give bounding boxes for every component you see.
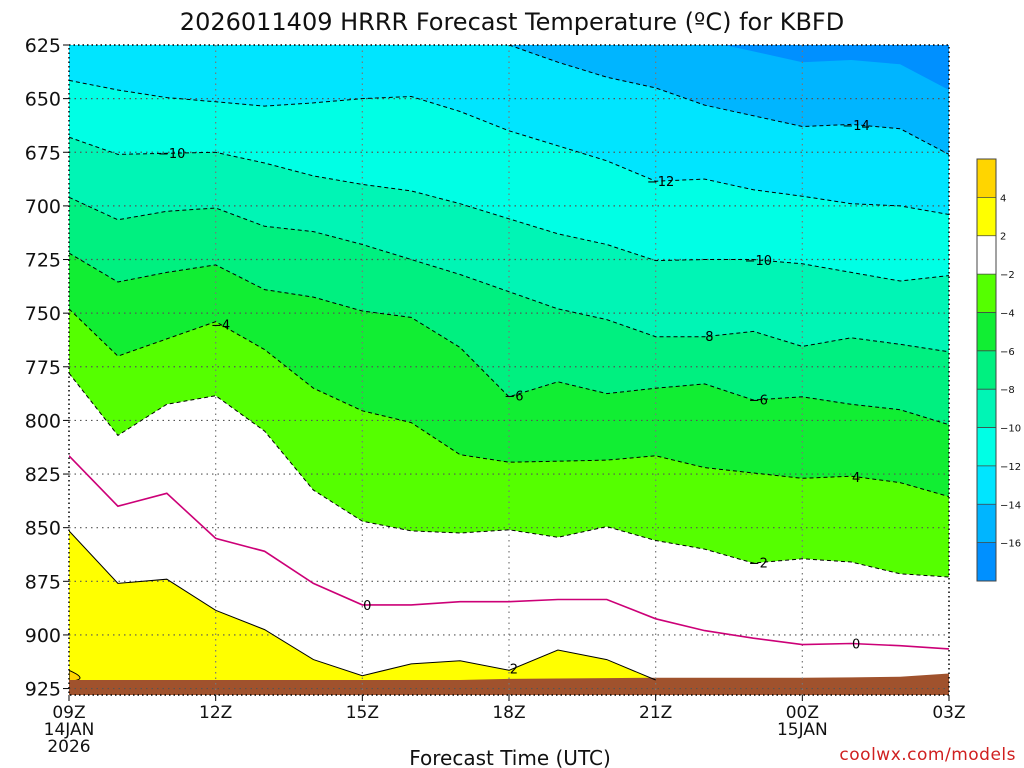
y-tick-label: 800 — [25, 410, 61, 432]
y-tick-label: 875 — [25, 571, 61, 593]
isotherm-line-plus2 — [69, 530, 656, 681]
y-tick-label: 700 — [25, 196, 61, 218]
grid-lines — [69, 45, 949, 695]
colorbar-segment — [977, 350, 996, 390]
x-tick-label: 03Z — [932, 703, 965, 723]
y-axis: 625 650 675 700 725 750 775 800 825 850 875 900 925 — [25, 35, 69, 701]
y-tick-label: 750 — [25, 303, 61, 325]
y-tick-label: 825 — [25, 464, 61, 486]
isotherm-label: −6 — [504, 389, 523, 404]
y-tick-label: 900 — [25, 625, 61, 647]
colorbar-segment — [977, 427, 996, 466]
y-tick-label: 625 — [25, 35, 61, 57]
x-tick-label: 12Z — [199, 703, 232, 723]
colorbar-segment — [977, 312, 996, 351]
colorbar-label: 4 — [1000, 193, 1006, 204]
colorbar-segment — [977, 159, 996, 198]
x-tick-label: 21Z — [639, 703, 672, 723]
chart-title: 2026011409 HRRR Forecast Temperature (ºC… — [180, 8, 844, 36]
fill-band-plus2-plus4 — [69, 530, 694, 695]
isotherm-label: −10 — [745, 254, 772, 269]
credit-text: coolwx.com/models — [839, 745, 1016, 765]
x-tick-label: 09Z — [52, 703, 85, 723]
colorbar-label: −14 — [1000, 500, 1021, 511]
isotherm-label: 4 — [852, 471, 860, 486]
fill-layer — [69, 45, 949, 695]
colorbar-segment — [977, 274, 996, 313]
y-tick-label: 775 — [25, 357, 61, 379]
isotherm-label: −2 — [749, 557, 768, 572]
x-tick-label: 18Z — [492, 703, 525, 723]
isotherm-line-minus12 — [69, 79, 949, 215]
y-tick-label: 650 — [25, 89, 61, 111]
isotherm-label: −12 — [647, 175, 674, 190]
colorbar-label: −8 — [1000, 385, 1015, 396]
x-tick-label: 14JAN — [44, 720, 95, 740]
isotherm-label: 8 — [705, 330, 713, 345]
y-tick-label: 925 — [25, 679, 61, 701]
isotherm-label: −10 — [158, 147, 185, 162]
y-tick-label: 850 — [25, 518, 61, 540]
fill-band-minus2-plus2 — [69, 373, 949, 695]
colorbar-label: −6 — [1000, 347, 1015, 358]
y-tick-label: 725 — [25, 250, 61, 272]
colorbar-frame — [976, 158, 997, 582]
colorbar-legend: 4 2 −2 −4 −6 −8 −10 −12 −14 −16 — [976, 158, 1021, 582]
isotherm-line-minus8 — [69, 196, 949, 353]
isotherm-line-minus10 — [69, 136, 949, 282]
colorbar-segment — [977, 235, 996, 275]
plot-area: −14 −12 −10 −10 8 −6 −6 −4 4 −2 0 0 2 625 650 675 700 725… — [25, 35, 966, 757]
isotherm-line-minus6 — [69, 252, 949, 426]
colorbar-label: −16 — [1000, 539, 1021, 550]
isotherm-label: −14 — [842, 119, 869, 134]
colorbar-label: 2 — [1000, 232, 1006, 243]
isotherm-label: 2 — [510, 662, 518, 677]
isotherm-lines — [69, 45, 949, 681]
colorbar-label: −2 — [1000, 270, 1015, 281]
isotherm-label: −6 — [749, 394, 768, 409]
isotherm-labels: −14 −12 −10 −10 8 −6 −6 −4 4 −2 0 0 2 — [158, 119, 870, 677]
isotherm-line-minus4 — [69, 308, 949, 498]
isotherm-line-minus2 — [69, 372, 949, 578]
colorbar-segment — [977, 504, 996, 543]
colorbar-label: −12 — [1000, 462, 1021, 473]
colorbar-segment — [977, 389, 996, 428]
isotherm-label: −4 — [211, 319, 230, 334]
colorbar-label: −10 — [1000, 424, 1021, 435]
colorbar-segment — [977, 197, 996, 236]
isotherm-line-minus14 — [508, 45, 949, 155]
x-axis-label: Forecast Time (UTC) — [409, 746, 611, 768]
isotherm-label: 0 — [363, 599, 371, 614]
x-tick-label: 15JAN — [777, 720, 828, 740]
colorbar-label: −4 — [1000, 308, 1015, 319]
isotherm-line-plus0 — [69, 455, 949, 650]
colorbar-segment — [977, 542, 996, 581]
colorbar-segment — [977, 465, 996, 505]
x-tick-label: 2026 — [47, 737, 90, 757]
x-tick-label: 15Z — [346, 703, 379, 723]
y-tick-label: 675 — [25, 142, 61, 164]
isotherm-label: 0 — [852, 638, 860, 653]
x-tick-label: 00Z — [786, 703, 819, 723]
